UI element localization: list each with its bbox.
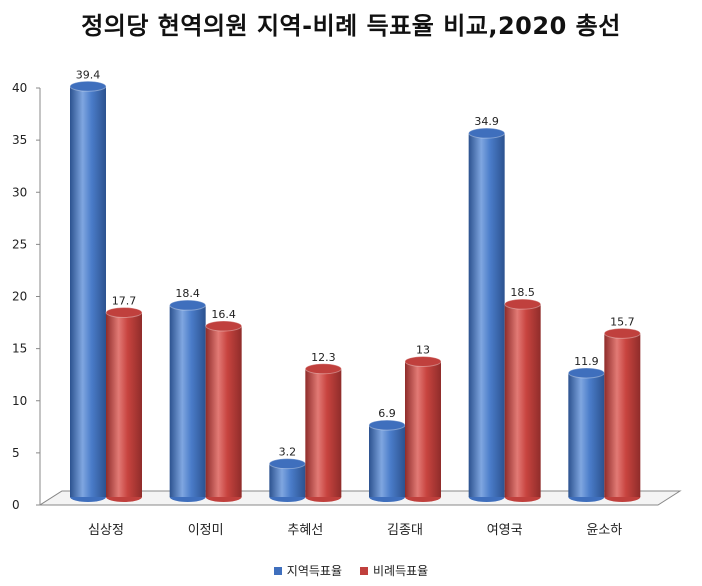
bar-0-0 xyxy=(70,86,106,497)
bar-top-0-5 xyxy=(567,367,605,379)
bar-1-4 xyxy=(504,304,541,497)
bar-top-0-3 xyxy=(368,419,406,431)
bar-0-5 xyxy=(568,372,605,497)
bar-chart-svg: 0 5 10 15 20 25 30 35 40 39.4 17.7 심상정 18.4 16.4 이정미 3.… xyxy=(12,68,682,538)
bar-top-0-0 xyxy=(69,80,107,92)
data-label-1-1: 16.4 xyxy=(211,308,236,321)
bar-top-1-3 xyxy=(404,355,442,367)
y-tick-label-2: 10 xyxy=(12,394,27,408)
x-tick-label-2: 추혜선 xyxy=(287,523,323,538)
y-tick-label-1: 5 xyxy=(12,446,20,460)
x-tick-label-5: 윤소하 xyxy=(586,523,622,538)
data-label-1-4: 18.5 xyxy=(510,286,535,299)
bar-top-1-5 xyxy=(603,327,641,339)
y-tick-label-0: 0 xyxy=(12,498,20,512)
y-tick-label-8: 40 xyxy=(12,81,27,95)
x-tick-label-1: 이정미 xyxy=(188,523,224,538)
bar-top-0-2 xyxy=(268,458,306,470)
y-tick-label-6: 30 xyxy=(12,185,27,199)
legend-swatch-series-0 xyxy=(273,566,282,575)
legend-label-series-1: 비례득표율 xyxy=(373,564,429,578)
bar-1-0 xyxy=(106,312,142,497)
y-tick-label-3: 15 xyxy=(12,342,27,356)
bar-0-1 xyxy=(169,305,206,497)
chart-title: 정의당 현역의원 지역-비례 득표율 비교,2020 총선 xyxy=(81,12,621,40)
data-label-0-4: 34.9 xyxy=(474,115,499,128)
bar-1-3 xyxy=(405,361,441,497)
data-label-0-5: 11.9 xyxy=(574,355,599,368)
data-label-0-1: 18.4 xyxy=(175,287,200,300)
x-tick-label-4: 여영국 xyxy=(487,523,523,538)
bar-1-2 xyxy=(305,368,342,497)
bar-1-1 xyxy=(205,326,242,497)
bar-top-1-0 xyxy=(105,306,143,318)
data-label-1-3: 13 xyxy=(416,343,430,356)
y-tick-label-4: 20 xyxy=(12,290,27,304)
legend-label-series-0: 지역득표율 xyxy=(286,564,342,578)
y-tick-label-5: 25 xyxy=(12,237,27,251)
bar-0-3 xyxy=(369,425,405,497)
bar-top-1-1 xyxy=(205,320,243,332)
bar-top-1-4 xyxy=(504,298,542,310)
data-label-0-3: 6.9 xyxy=(378,407,396,420)
data-label-1-5: 15.7 xyxy=(610,315,635,328)
x-tick-label-3: 김종대 xyxy=(387,523,423,538)
bar-0-4 xyxy=(468,133,505,498)
bar-0-2 xyxy=(269,463,306,497)
legend: 지역득표율 비례득표율 xyxy=(0,562,702,579)
legend-item-series-1: 비례득표율 xyxy=(360,562,428,579)
bar-1-5 xyxy=(604,333,641,497)
bar-top-0-4 xyxy=(468,127,506,139)
bar-top-1-2 xyxy=(304,363,342,375)
data-label-1-0: 17.7 xyxy=(112,294,137,307)
data-label-0-0: 39.4 xyxy=(76,68,101,81)
bar-top-0-1 xyxy=(169,299,207,311)
legend-swatch-series-1 xyxy=(360,566,368,575)
data-label-1-2: 12.3 xyxy=(311,351,336,364)
x-tick-label-0: 심상정 xyxy=(88,523,124,538)
y-tick-label-7: 35 xyxy=(12,133,27,147)
legend-item-series-0: 지역득표율 xyxy=(273,562,342,579)
data-label-0-2: 3.2 xyxy=(279,446,297,459)
